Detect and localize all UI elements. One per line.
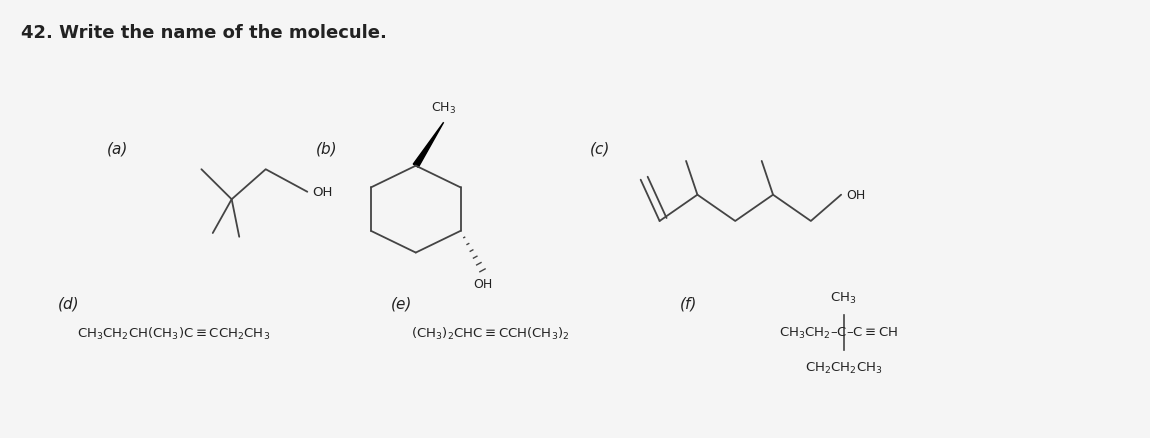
Text: (f): (f) [680, 296, 697, 311]
Text: 42. Write the name of the molecule.: 42. Write the name of the molecule. [21, 25, 386, 42]
Text: (CH$_3$)$_2$CHC$\equiv$CCH(CH$_3$)$_2$: (CH$_3$)$_2$CHC$\equiv$CCH(CH$_3$)$_2$ [411, 325, 569, 341]
Text: OH: OH [846, 189, 865, 202]
Text: CH$_2$CH$_2$CH$_3$: CH$_2$CH$_2$CH$_3$ [805, 360, 882, 375]
Text: (c): (c) [590, 141, 611, 156]
Text: CH$_3$: CH$_3$ [830, 290, 857, 305]
Text: (b): (b) [316, 141, 338, 156]
Text: (a): (a) [107, 141, 129, 156]
Text: OH: OH [313, 186, 332, 199]
Polygon shape [413, 123, 444, 168]
Text: OH: OH [473, 278, 492, 290]
Text: CH$_3$CH$_2$–C–C$\equiv$CH: CH$_3$CH$_2$–C–C$\equiv$CH [779, 325, 898, 340]
Text: (e): (e) [391, 296, 412, 311]
Text: CH$_3$CH$_2$CH(CH$_3$)C$\equiv$CCH$_2$CH$_3$: CH$_3$CH$_2$CH(CH$_3$)C$\equiv$CCH$_2$CH… [77, 325, 270, 341]
Text: CH$_3$: CH$_3$ [431, 101, 457, 116]
Text: (d): (d) [58, 296, 79, 311]
